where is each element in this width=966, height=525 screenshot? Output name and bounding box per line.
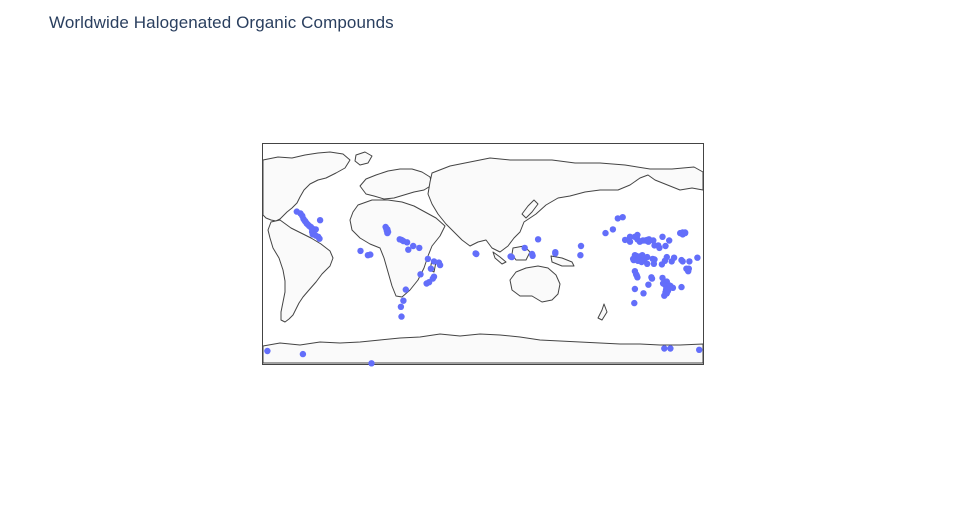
data-point[interactable] [621,236,629,244]
data-point[interactable] [685,268,692,275]
land-layer [262,151,704,364]
data-point[interactable] [521,244,528,252]
sumatra-land [492,251,507,265]
data-point[interactable] [316,235,323,242]
data-point[interactable] [631,285,639,293]
japan-land [521,199,539,219]
new-zealand-land [597,303,608,321]
data-point[interactable] [679,258,686,265]
map-title: Worldwide Halogenated Organic Compounds [49,13,394,32]
data-point[interactable] [403,239,411,246]
data-point[interactable] [681,229,689,237]
data-point[interactable] [508,253,515,261]
data-point[interactable] [678,283,685,291]
data-point[interactable] [619,214,626,221]
data-point[interactable] [663,253,670,261]
data-point[interactable] [577,242,585,250]
data-point[interactable] [662,242,669,250]
data-point[interactable] [669,284,677,291]
data-point[interactable] [667,345,674,352]
data-point[interactable] [402,286,409,293]
data-point[interactable] [367,251,374,258]
data-point[interactable] [644,260,651,267]
data-point[interactable] [640,290,647,297]
data-point[interactable] [661,292,668,299]
south-america-land [267,219,334,323]
data-point[interactable] [650,260,658,267]
data-point[interactable] [631,299,638,307]
data-point[interactable] [529,252,536,259]
data-point[interactable] [602,229,609,237]
data-point[interactable] [626,233,634,240]
data-point[interactable] [430,258,438,265]
greenland-land [354,151,373,166]
data-point[interactable] [614,215,621,222]
antarctica-land [262,333,704,364]
data-point[interactable] [661,345,668,352]
data-point[interactable] [696,346,703,353]
data-point[interactable] [410,242,417,250]
data-point[interactable] [368,360,375,367]
asia-land [427,157,704,253]
data-point[interactable] [427,265,435,272]
data-point[interactable] [644,253,651,261]
data-point[interactable] [436,261,444,269]
data-point[interactable] [648,275,656,282]
data-point[interactable] [634,231,641,239]
data-point[interactable] [634,274,641,281]
data-point[interactable] [417,271,424,278]
data-point[interactable] [659,274,666,282]
data-point[interactable] [666,237,673,244]
data-point[interactable] [609,226,617,233]
data-point[interactable] [534,236,542,243]
data-point[interactable] [694,254,701,261]
data-point[interactable] [398,313,405,320]
australia-land [509,265,561,303]
new-guinea-land [550,255,575,267]
data-point[interactable] [384,229,391,237]
data-point[interactable] [638,258,645,266]
data-point[interactable] [264,347,271,355]
data-point[interactable] [473,250,480,258]
data-point[interactable] [552,250,559,257]
data-point[interactable] [416,244,423,252]
data-point[interactable] [424,255,432,263]
data-point[interactable] [577,252,584,259]
data-point[interactable] [659,233,666,240]
data-point[interactable] [397,303,405,310]
data-point[interactable] [316,217,324,224]
data-point[interactable] [405,246,412,253]
data-point[interactable] [670,254,678,261]
data-point[interactable] [686,258,693,265]
data-point[interactable] [656,244,663,252]
data-point[interactable] [357,247,364,255]
data-point[interactable] [299,350,307,358]
data-point[interactable] [645,281,652,288]
data-point[interactable] [423,280,430,287]
data-point[interactable] [400,297,407,304]
data-point[interactable] [650,237,657,244]
data-point[interactable] [626,238,634,245]
points-layer [264,208,703,367]
